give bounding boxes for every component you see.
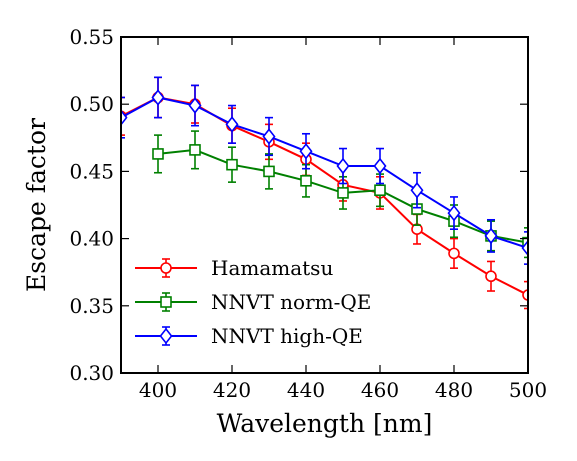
y-tick-label: 0.30 — [69, 361, 114, 385]
x-tick-label: 480 — [435, 378, 473, 402]
y-tick-label: 0.35 — [69, 294, 114, 318]
x-tick-label: 420 — [213, 378, 251, 402]
legend-marker — [160, 262, 172, 274]
data-point — [522, 236, 528, 249]
data-point — [374, 184, 386, 197]
y-tick-label: 0.55 — [69, 25, 114, 49]
data-point — [484, 227, 498, 245]
data-point — [121, 109, 128, 126]
data-point — [300, 175, 312, 187]
legend-entry-1: NNVT norm-QE — [135, 290, 371, 314]
series-2 — [121, 76, 528, 265]
data-point — [189, 144, 201, 156]
data-point — [410, 181, 424, 199]
data-point — [262, 128, 276, 145]
data-point — [521, 239, 528, 257]
legend-label: Hamamatsu — [211, 256, 333, 280]
series-line — [121, 96, 528, 296]
data-point — [336, 157, 350, 175]
data-point — [151, 89, 165, 106]
y-tick-label: 0.50 — [69, 92, 114, 116]
y-tick-label: 0.40 — [69, 227, 114, 251]
data-point — [448, 247, 460, 260]
y-axis-label: Escape factor — [22, 118, 51, 292]
legend-entry-2: NNVT high-QE — [135, 324, 363, 348]
legend-marker — [160, 296, 172, 308]
x-tick-label: 440 — [287, 378, 325, 402]
tick-layer: 400 420 440 460 480 500 0.30 0.35 0.40 0.45 0.50 0.… — [69, 25, 547, 402]
data-point — [225, 116, 239, 133]
legend-entry-0: Hamamatsu — [135, 256, 333, 280]
legend-label: NNVT high-QE — [211, 324, 363, 348]
data-point — [485, 270, 497, 283]
series-line — [121, 96, 528, 249]
data-point — [373, 157, 387, 175]
x-tick-label: 400 — [139, 378, 177, 402]
x-axis-label: Wavelength [nm] — [217, 409, 433, 438]
data-point — [188, 97, 202, 114]
data-point — [337, 187, 349, 199]
data-point — [299, 142, 313, 160]
data-point — [152, 148, 164, 160]
x-tick-label: 500 — [509, 378, 547, 402]
x-tick-label: 460 — [361, 378, 399, 402]
data-point — [263, 165, 275, 178]
data-point — [447, 204, 461, 222]
legend-label: NNVT norm-QE — [211, 290, 371, 314]
data-point — [226, 158, 238, 171]
legend: Hamamatsu NNVT norm-QE NNVT high-QE — [135, 256, 371, 348]
legend-marker — [159, 327, 173, 345]
data-point — [522, 289, 528, 301]
plot-frame — [120, 36, 529, 374]
data-layer — [121, 76, 528, 310]
y-tick-label: 0.45 — [69, 159, 114, 183]
